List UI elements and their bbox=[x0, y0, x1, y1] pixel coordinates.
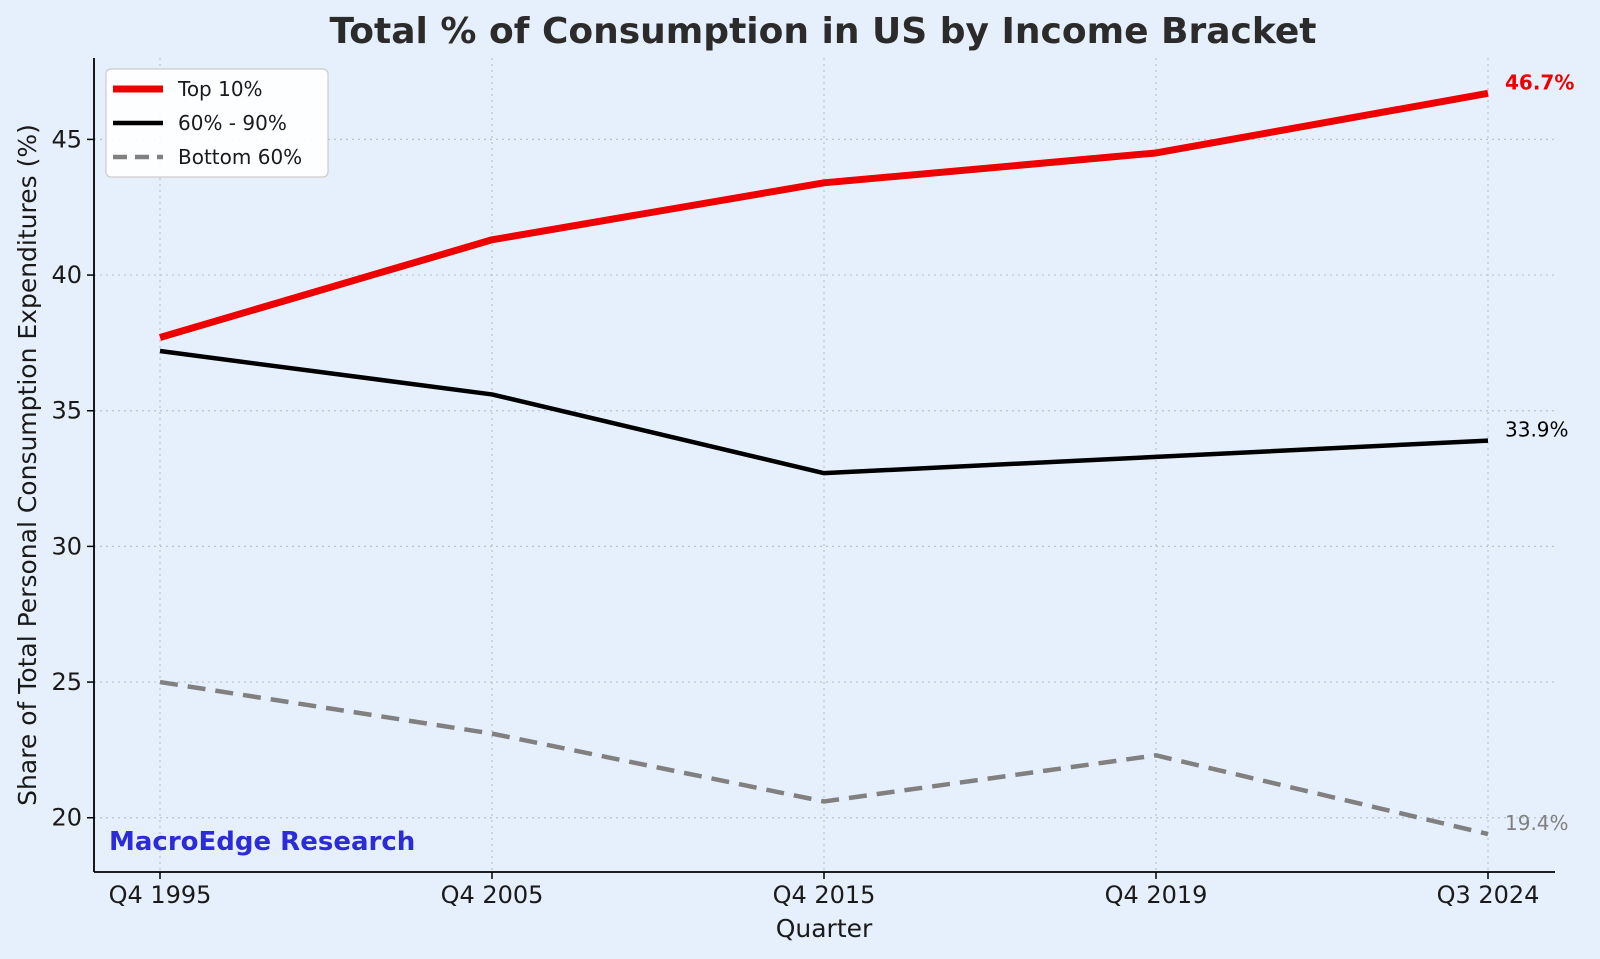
chart-title: Total % of Consumption in US by Income B… bbox=[330, 11, 1317, 52]
legend: Top 10% 60% - 90% Bottom 60% bbox=[105, 68, 329, 178]
grid bbox=[94, 58, 1555, 872]
series-end-label: 33.9% bbox=[1505, 418, 1569, 442]
legend-box bbox=[105, 68, 329, 178]
legend-label: Top 10% bbox=[177, 77, 263, 101]
y-tick-label: 25 bbox=[51, 668, 82, 696]
x-tick-label: Q4 2005 bbox=[441, 881, 544, 909]
x-tick-label: Q4 1995 bbox=[109, 881, 212, 909]
y-tick-label: 30 bbox=[51, 532, 82, 560]
end-labels: 46.7% 33.9% 19.4% bbox=[1505, 70, 1574, 835]
series-end-label: 46.7% bbox=[1505, 70, 1574, 94]
series-lines bbox=[159, 89, 1489, 837]
x-tick-label: Q4 2019 bbox=[1105, 881, 1208, 909]
series-line-2 bbox=[159, 679, 1489, 837]
legend-label: Bottom 60% bbox=[178, 145, 302, 169]
x-tick-label: Q3 2024 bbox=[1437, 881, 1540, 909]
y-tick-label: 35 bbox=[51, 397, 82, 425]
x-tick-label: Q4 2015 bbox=[773, 881, 876, 909]
axes: Q4 1995 Q4 2005 Q4 2015 Q4 2019 Q3 2024 20 25 3… bbox=[51, 58, 1555, 909]
y-tick-label: 40 bbox=[51, 261, 82, 289]
y-axis-label: Share of Total Personal Consumption Expe… bbox=[13, 124, 42, 806]
y-tick-label: 45 bbox=[51, 125, 82, 153]
series-line-0 bbox=[159, 89, 1489, 341]
watermark: MacroEdge Research bbox=[109, 827, 415, 857]
y-tick-label: 20 bbox=[51, 804, 82, 832]
series-end-label: 19.4% bbox=[1505, 811, 1569, 835]
series-line-1 bbox=[159, 348, 1489, 476]
legend-label: 60% - 90% bbox=[178, 111, 287, 135]
x-axis-label: Quarter bbox=[776, 914, 873, 943]
